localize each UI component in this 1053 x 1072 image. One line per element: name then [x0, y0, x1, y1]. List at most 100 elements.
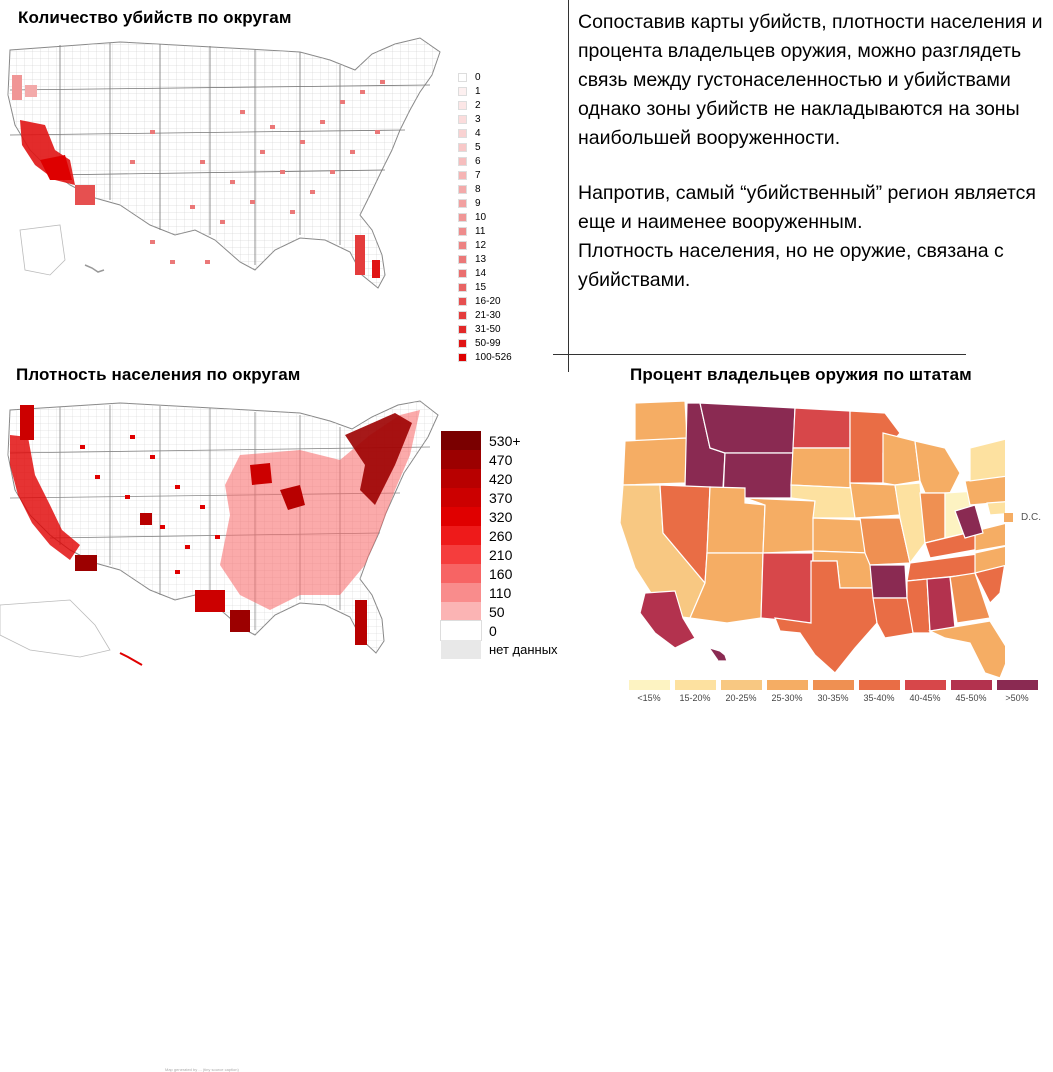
guns-legend-label: 20-25% [725, 693, 757, 703]
density-map: Map generated by ... (tiny source captio… [0, 395, 440, 1072]
murders-legend-swatch [458, 184, 467, 194]
murders-legend-item: 15 [458, 280, 538, 294]
guns-legend-swatch [904, 680, 946, 690]
density-legend: 530+ 470 420 370 320 260 210 160 110 50 0 нет данны… [440, 431, 558, 659]
murders-legend-swatch [458, 156, 467, 166]
density-legend-item: 110 [441, 583, 558, 602]
density-source-note: Map generated by ... (tiny source captio… [165, 1067, 239, 1072]
state-la [872, 597, 916, 639]
murders-legend-swatch [458, 212, 467, 222]
density-legend-item: 260 [441, 526, 558, 545]
murders-hotspots [12, 75, 380, 278]
density-legend-swatch [441, 564, 481, 583]
murders-legend-label: 50-99 [475, 337, 501, 349]
murders-legend-swatch [458, 170, 467, 180]
state-wv [954, 504, 984, 539]
murders-legend-item: 14 [458, 266, 538, 280]
murders-legend-item: 100-526 [458, 350, 538, 364]
murders-legend: 0 1 2 3 4 5 6 7 8 9 10 11 12 13 14 15 16-20 21-30 31-50 50-… [458, 70, 538, 364]
murders-legend-swatch [458, 226, 467, 236]
guns-map-title: Процент владельцев оружия по штатам [630, 365, 972, 384]
density-legend-swatch [441, 431, 481, 450]
dc-swatch [1004, 513, 1013, 522]
murders-legend-label: 1 [475, 85, 481, 97]
murders-legend-label: 21-30 [475, 309, 501, 321]
murders-scattered-counties [130, 80, 385, 264]
murders-legend-label: 8 [475, 183, 481, 195]
density-legend-item: 320 [441, 507, 558, 526]
state-tx [774, 560, 878, 674]
guns-legend-swatch [858, 680, 900, 690]
murders-legend-label: 9 [475, 197, 481, 209]
density-legend-item: 210 [441, 545, 558, 564]
density-alaska [0, 599, 111, 658]
guns-legend-label: 40-45% [909, 693, 941, 703]
murders-hawaii [84, 264, 105, 273]
density-legend-swatch [441, 507, 481, 526]
state-ga [949, 572, 991, 624]
murders-legend-item: 0 [458, 70, 538, 84]
state-or [622, 437, 688, 486]
guns-legend-item: 15-20% [672, 680, 718, 703]
murders-legend-item: 16-20 [458, 294, 538, 308]
murders-legend-label: 0 [475, 71, 481, 83]
state-mi [914, 440, 961, 494]
state-nc [974, 545, 1005, 574]
guns-legend-item: 30-35% [810, 680, 856, 703]
murders-legend-label: 12 [475, 239, 487, 251]
murders-legend-item: 4 [458, 126, 538, 140]
murders-legend-swatch [458, 338, 467, 348]
murders-legend-label: 15 [475, 281, 487, 293]
guns-legend-label: 30-35% [817, 693, 849, 703]
murders-legend-swatch [458, 128, 467, 138]
vertical-divider [568, 0, 569, 372]
density-legend-swatch [441, 640, 481, 659]
state-ny [969, 438, 1005, 482]
murders-us-map-svg [7, 37, 441, 289]
commentary-p2: Напротив, самый “убийственный” регион яв… [578, 182, 1036, 233]
state-ms [906, 578, 931, 634]
state-nm [760, 552, 814, 624]
density-hot-areas [10, 405, 420, 645]
density-legend-label: 320 [489, 508, 513, 525]
murders-legend-swatch [458, 254, 467, 264]
density-legend-swatch [441, 469, 481, 488]
murders-legend-label: 4 [475, 127, 481, 139]
density-legend-label: 370 [489, 489, 513, 506]
density-legend-item: 530+ [441, 431, 558, 450]
state-nd [792, 407, 851, 449]
density-legend-swatch [441, 526, 481, 545]
commentary-p1: Сопоставив карты убийств, плотности насе… [578, 11, 1043, 149]
guns-legend-swatch [996, 680, 1038, 690]
murders-legend-item: 11 [458, 224, 538, 238]
murders-legend-item: 13 [458, 252, 538, 266]
density-scattered-counties [80, 435, 220, 574]
state-mt [699, 402, 796, 454]
murders-legend-label: 100-526 [475, 351, 512, 363]
murders-alaska [19, 224, 66, 276]
murders-legend-item: 1 [458, 84, 538, 98]
density-legend-swatch [441, 450, 481, 469]
density-legend-label: нет данных [489, 642, 558, 657]
murders-legend-item: 8 [458, 182, 538, 196]
guns-legend-label: 45-50% [955, 693, 987, 703]
guns-us-map-svg [619, 400, 1005, 678]
murders-legend-label: 31-50 [475, 323, 501, 335]
murders-legend-label: 13 [475, 253, 487, 265]
state-hi [709, 647, 728, 662]
commentary-p3: Плотность населения, но не оружие, связа… [578, 240, 1004, 291]
state-fl [927, 620, 1005, 678]
murders-legend-swatch [458, 240, 467, 250]
density-legend-label: 50 [489, 603, 505, 620]
murders-legend-item: 7 [458, 168, 538, 182]
guns-legend-item: 25-30% [764, 680, 810, 703]
murders-legend-swatch [458, 296, 467, 306]
murders-legend-label: 6 [475, 155, 481, 167]
guns-legend-label: <15% [637, 693, 661, 703]
density-legend-label: 420 [489, 470, 513, 487]
guns-legend-item: 35-40% [856, 680, 902, 703]
murders-map: 0 1 2 3 4 5 6 7 8 9 10 11 12 13 14 15 16-20 21-30 31-50 50-… [0, 30, 512, 363]
density-legend-item: 50 [441, 602, 558, 621]
density-legend-item: нет данных [441, 640, 558, 659]
murders-legend-swatch [458, 142, 467, 152]
